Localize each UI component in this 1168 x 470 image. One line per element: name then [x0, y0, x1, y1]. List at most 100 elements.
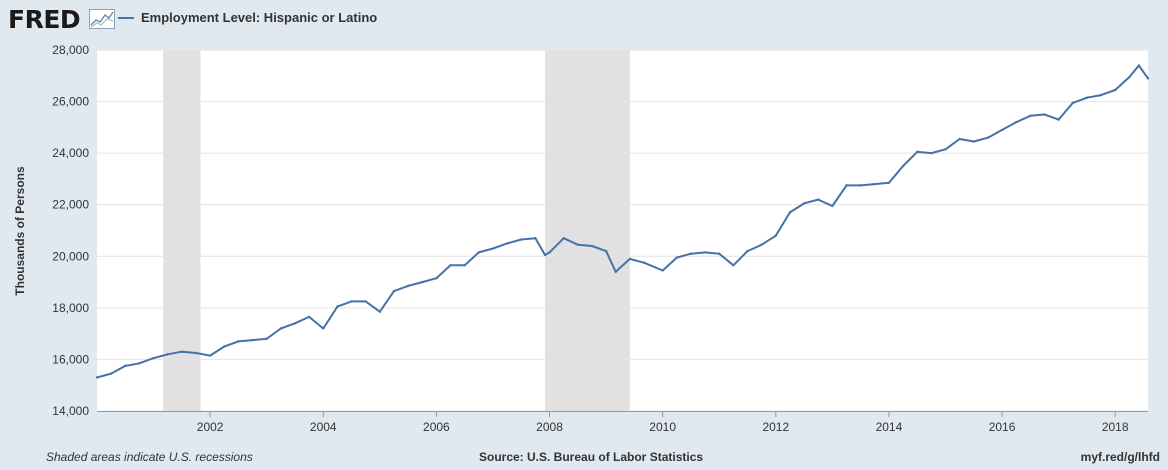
- data-point: [548, 251, 551, 254]
- data-point: [322, 327, 325, 330]
- source-note: Source: U.S. Bureau of Labor Statistics: [479, 450, 704, 464]
- data-point: [732, 264, 735, 267]
- legend: Employment Level: Hispanic or Latino: [118, 10, 377, 25]
- x-tick-label: 2010: [649, 420, 676, 434]
- x-tick-label: 2006: [423, 420, 450, 434]
- data-point: [604, 249, 608, 253]
- data-point: [576, 243, 580, 246]
- data-point: [520, 238, 523, 241]
- data-point: [1099, 93, 1103, 97]
- legend-label: Employment Level: Hispanic or Latino: [141, 10, 378, 25]
- data-point: [449, 264, 452, 267]
- data-point: [802, 202, 806, 205]
- data-point: [1128, 75, 1131, 79]
- data-point: [1029, 114, 1032, 117]
- y-tick-label: 26,000: [52, 95, 89, 109]
- y-tick-label: 18,000: [52, 301, 89, 315]
- trend-chart-icon: [89, 9, 115, 29]
- x-tick-label: 2014: [876, 420, 903, 434]
- data-point: [534, 237, 537, 240]
- x-tick-label: 2002: [197, 420, 224, 434]
- data-point: [1071, 101, 1074, 105]
- data-point: [718, 252, 721, 255]
- data-point: [1146, 77, 1150, 80]
- data-point: [1085, 96, 1089, 99]
- data-point: [251, 338, 254, 342]
- y-tick-label: 22,000: [52, 198, 89, 212]
- data-point: [986, 136, 990, 139]
- data-point: [916, 150, 919, 154]
- x-tick-label: 2016: [989, 420, 1016, 434]
- data-point: [378, 310, 382, 313]
- data-point: [350, 300, 353, 303]
- data-point: [505, 242, 509, 245]
- data-point: [628, 257, 632, 261]
- y-tick-label: 20,000: [52, 249, 89, 263]
- data-point: [1113, 88, 1117, 92]
- y-tick-label: 16,000: [52, 352, 89, 366]
- data-point: [293, 322, 297, 325]
- data-point: [817, 198, 820, 201]
- data-point: [392, 289, 396, 293]
- series-layer: [95, 64, 1150, 379]
- x-tick-label: 2012: [762, 420, 789, 434]
- data-point: [901, 164, 905, 168]
- data-point: [307, 315, 311, 319]
- data-point: [463, 264, 466, 267]
- data-point: [972, 140, 975, 143]
- data-point: [675, 256, 679, 259]
- data-point: [279, 327, 283, 330]
- data-point: [166, 353, 169, 356]
- data-point: [194, 351, 198, 355]
- data-point: [138, 362, 141, 365]
- grid-lines: [97, 49, 1148, 412]
- data-point: [435, 277, 438, 280]
- data-point: [590, 244, 594, 248]
- data-point: [223, 345, 226, 348]
- data-point: [746, 249, 749, 253]
- data-point: [543, 253, 547, 257]
- data-point: [1000, 128, 1004, 132]
- data-point: [421, 280, 424, 284]
- data-point: [831, 204, 834, 208]
- data-point: [477, 251, 481, 254]
- data-point: [930, 151, 933, 155]
- data-point: [109, 372, 113, 375]
- short-url-link[interactable]: myf.red/g/lhfd: [1080, 450, 1160, 464]
- data-point: [336, 305, 339, 308]
- data-point: [1057, 118, 1060, 121]
- recession-band: [163, 50, 201, 411]
- data-point: [760, 243, 763, 246]
- x-tick-label: 2018: [1102, 420, 1129, 434]
- y-axis: 14,000 16,000 18,000 20,000 22,000 24,000 26,0…: [52, 43, 89, 418]
- fred-logo[interactable]: FRED: [8, 5, 81, 34]
- recession-band: [545, 50, 630, 411]
- data-point: [703, 251, 707, 254]
- data-point: [562, 237, 565, 240]
- data-point: [406, 284, 410, 288]
- data-point: [661, 269, 664, 272]
- data-point: [237, 340, 240, 343]
- data-point: [642, 261, 646, 264]
- y-tick-label: 14,000: [52, 404, 89, 418]
- data-point: [873, 182, 876, 186]
- data-point: [887, 181, 891, 184]
- x-axis: 2002 2004 2006 2008 2010 2012 2014 2016 2018: [97, 411, 1148, 434]
- data-point: [774, 234, 777, 237]
- y-tick-label: 24,000: [52, 146, 89, 160]
- data-point: [491, 247, 495, 250]
- recession-note: Shaded areas indicate U.S. recessions: [46, 450, 253, 464]
- x-tick-label: 2004: [310, 420, 337, 434]
- data-point: [364, 300, 367, 303]
- data-point: [859, 184, 862, 187]
- data-point: [95, 376, 99, 379]
- data-point: [124, 364, 127, 368]
- x-tick-label: 2008: [536, 420, 563, 434]
- data-point: [265, 337, 268, 340]
- data-point: [614, 270, 617, 273]
- data-point: [1043, 113, 1046, 116]
- data-point: [845, 184, 848, 187]
- data-point: [944, 148, 947, 151]
